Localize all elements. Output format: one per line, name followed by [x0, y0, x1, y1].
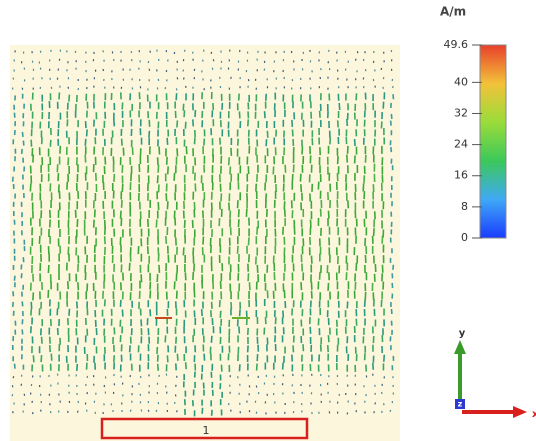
- colorbar-tick-label: 0: [461, 231, 468, 244]
- y-axis-label: y: [459, 328, 466, 339]
- colorbar-tick-label: 49.6: [444, 38, 469, 51]
- port-box: [100, 417, 309, 440]
- colorbar-tick-label: 40: [454, 75, 468, 88]
- colorbar-tick-label: 8: [461, 200, 468, 213]
- colorbar-tick-label: 32: [454, 106, 468, 119]
- y-axis-head: [454, 340, 466, 354]
- colorbar-tick-label: 24: [454, 138, 468, 151]
- z-axis-marker: [455, 399, 465, 409]
- x-axis-label: x: [532, 409, 536, 420]
- field-arrows: [11, 49, 395, 417]
- x-axis-head: [513, 406, 527, 418]
- z-axis-label: z: [458, 400, 463, 409]
- colorbar-unit: A/m: [440, 5, 466, 19]
- port-label: 1: [203, 424, 210, 437]
- colorbar-tick-label: 16: [454, 169, 468, 182]
- colorbar: [479, 44, 507, 239]
